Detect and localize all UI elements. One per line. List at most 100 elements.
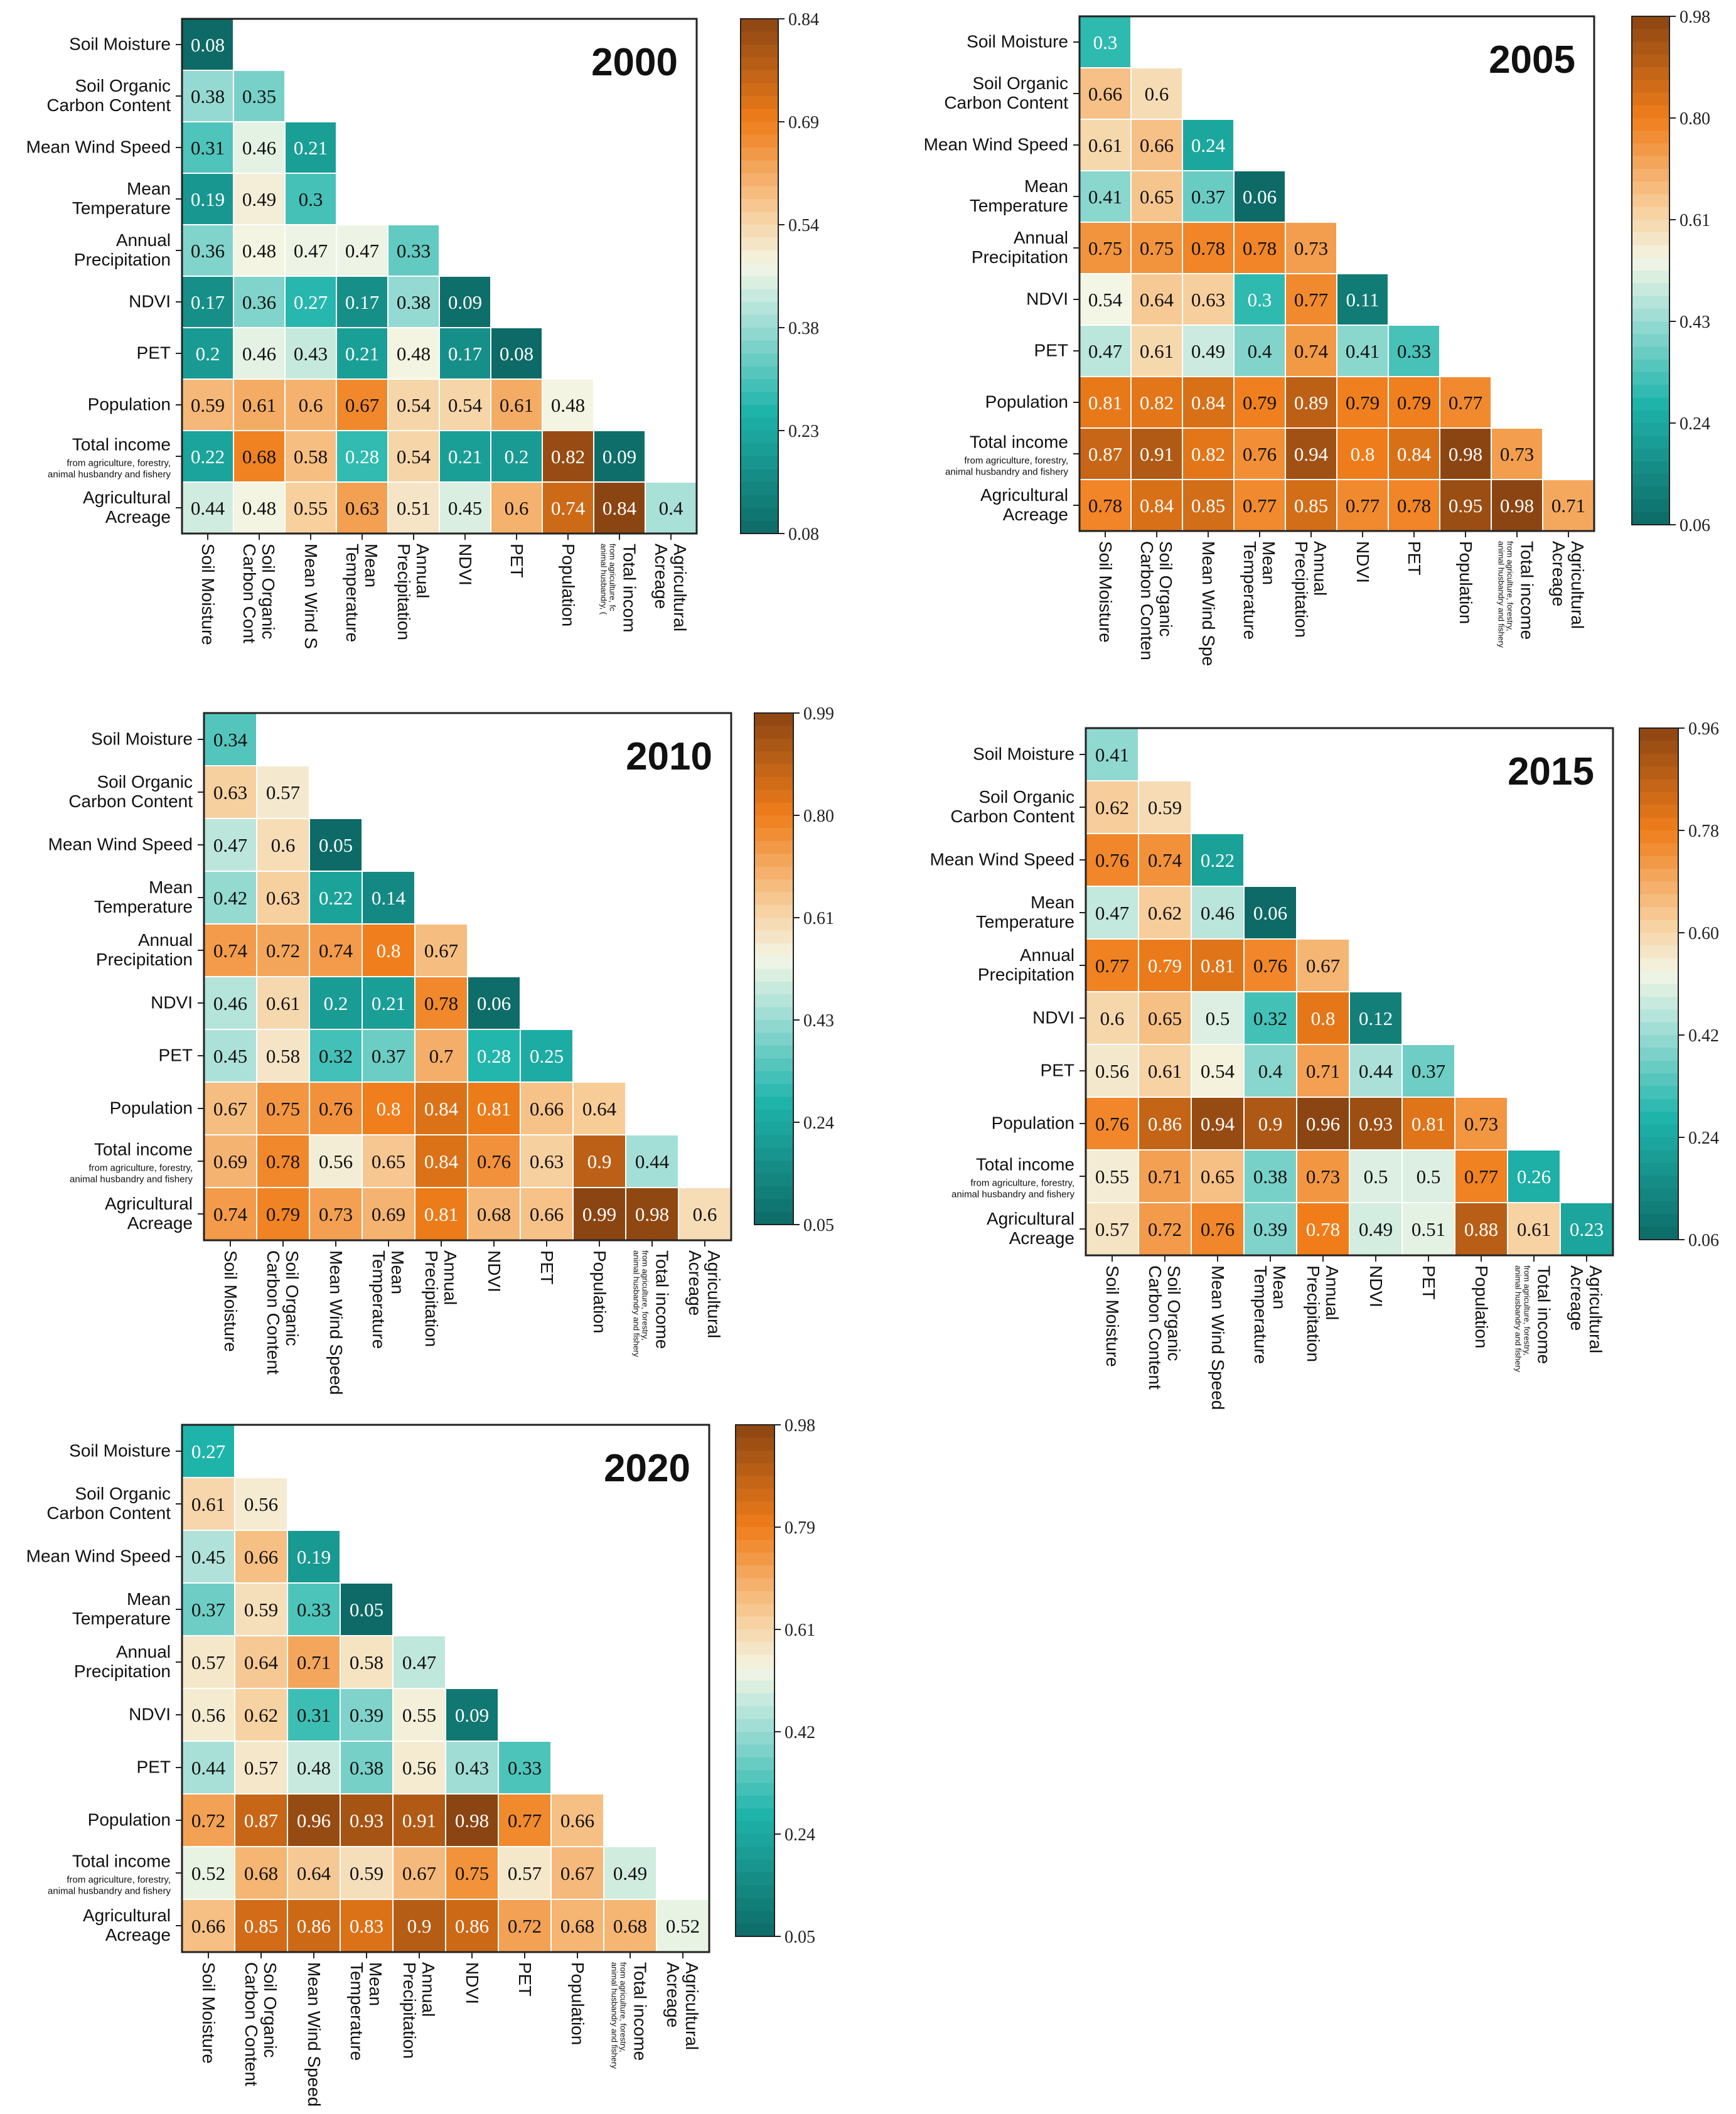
colorbar-segment [754, 802, 793, 816]
heatmap-cell [1235, 274, 1285, 325]
heatmap-cell [646, 483, 696, 533]
cell-value-label: 0.39 [1253, 1218, 1287, 1240]
column-label: AgriculturalAcreage [663, 1962, 702, 2050]
cell-value-label: 0.54 [1088, 289, 1123, 311]
heatmap-cell [521, 1083, 572, 1134]
colorbar-segment [754, 879, 793, 893]
heatmap-cell [286, 174, 336, 224]
cell-value-label: 0.33 [397, 240, 431, 262]
colorbar-segment [741, 31, 778, 45]
column-label: Soil OrganicCarbon Cont [240, 544, 278, 643]
heatmap-cell [183, 431, 233, 481]
colorbar-segment [741, 443, 778, 457]
cell-value-label: 0.7 [429, 1045, 454, 1067]
cell-value-label: 0.26 [1517, 1166, 1551, 1188]
cell-value-label: 0.66 [560, 1810, 594, 1832]
heatmap-cell [310, 1135, 362, 1187]
heatmap-cell [1183, 274, 1233, 325]
cell-value-label: 0.42 [213, 887, 247, 909]
colorbar-segment [754, 956, 793, 970]
cell-value-label: 0.85 [1191, 495, 1225, 517]
cell-value-label: 0.66 [244, 1546, 278, 1568]
column-label: MeanTemperature [347, 1962, 385, 2061]
heatmap-cell [1350, 1098, 1401, 1149]
column-label: Soil OrganicCarbon Content [264, 1250, 302, 1375]
heatmap-cell [286, 225, 336, 276]
row-label: Mean Temperature [970, 176, 1068, 215]
row-label: Mean Wind Speed [26, 137, 171, 157]
colorbar-tick-label: 0.23 [788, 422, 819, 441]
cell-value-label: 0.4 [1258, 1060, 1283, 1082]
cell-value-label: 0.74 [551, 497, 586, 519]
cell-value-label: 0.71 [297, 1651, 331, 1673]
cell-value-label: 0.79 [1397, 392, 1431, 414]
heatmap-cell [234, 277, 284, 327]
colorbar-segment [741, 134, 778, 148]
cell-value-label: 0.79 [266, 1203, 300, 1225]
heatmap-cell [288, 1689, 340, 1741]
colorbar-segment [754, 1071, 793, 1085]
heatmap-cell [235, 1584, 287, 1635]
colorbar-segment [754, 1135, 793, 1149]
colorbar-tick-label: 0.61 [785, 1621, 815, 1640]
colorbar-segment [736, 1591, 774, 1604]
cell-value-label: 0.77 [1449, 392, 1482, 414]
cell-value-label: 0.73 [319, 1203, 353, 1225]
cell-value-label: 0.3 [1248, 289, 1272, 311]
heatmap-cell [446, 1900, 498, 1951]
heatmap-cell [1235, 171, 1285, 222]
cell-value-label: 0.57 [1095, 1218, 1129, 1240]
cell-value-label: 0.62 [244, 1704, 278, 1726]
heatmap-cell [257, 925, 309, 976]
heatmap-cell [415, 1083, 467, 1134]
panel-year-title: 2010 [626, 735, 712, 778]
cell-value-label: 0.8 [377, 1098, 401, 1120]
cell-value-label: 0.48 [242, 497, 276, 519]
cell-value-label: 0.67 [1306, 955, 1340, 977]
heatmap-cell [235, 1636, 287, 1688]
colorbar-segment [1639, 817, 1678, 831]
cell-value-label: 0.78 [1088, 495, 1122, 517]
colorbar-segment [1639, 881, 1678, 895]
colorbar-segment [736, 1450, 774, 1464]
heatmap-cell [491, 328, 542, 378]
row-label: PET [137, 1757, 171, 1777]
cell-value-label: 0.75 [1088, 237, 1122, 259]
cell-value-label: 0.49 [1359, 1218, 1393, 1240]
row-label: Total income from agriculture, forestry, a… [70, 1140, 193, 1185]
cell-value-label: 0.41 [1346, 340, 1380, 362]
colorbar-frame [754, 712, 794, 1225]
colorbar-segment [1639, 1137, 1678, 1151]
cell-value-label: 0.8 [1351, 443, 1375, 465]
column-label: NDVI [485, 1250, 504, 1292]
colorbar-tick-label: 0.61 [1680, 211, 1710, 230]
heatmap-cell [1245, 1151, 1296, 1202]
colorbar-segment [736, 1540, 774, 1553]
cell-value-label: 0.5 [1206, 1007, 1230, 1029]
cell-value-label: 0.22 [191, 446, 225, 468]
heatmap-cell [1183, 120, 1233, 170]
colorbar-segment [1639, 1226, 1678, 1240]
cell-value-label: 0.67 [213, 1098, 247, 1120]
row-label: PET [1041, 1061, 1074, 1080]
colorbar-segment [1639, 1112, 1678, 1125]
heatmap-cell [1192, 940, 1243, 991]
cell-value-label: 0.72 [266, 940, 300, 962]
heatmap-cell [1192, 887, 1243, 938]
heatmap-cell [388, 483, 439, 533]
heatmap-cell [1139, 1098, 1191, 1149]
heatmap-cell [205, 819, 256, 871]
cell-value-label: 0.39 [350, 1704, 383, 1726]
column-label: Soil OrganicCarbon Content [242, 1962, 280, 2086]
cell-value-label: 0.22 [1201, 849, 1235, 871]
cell-value-label: 0.64 [582, 1098, 617, 1120]
heatmap-cell [257, 977, 309, 1029]
cell-value-label: 0.6 [505, 497, 529, 519]
colorbar-segment [741, 160, 778, 174]
heatmap-cell [288, 1900, 340, 1951]
cell-value-label: 0.56 [319, 1151, 353, 1172]
cell-value-label: 0.84 [1397, 443, 1432, 465]
colorbar-segment [736, 1604, 774, 1618]
heatmap-cell [205, 977, 256, 1029]
cell-value-label: 0.82 [1140, 392, 1174, 414]
